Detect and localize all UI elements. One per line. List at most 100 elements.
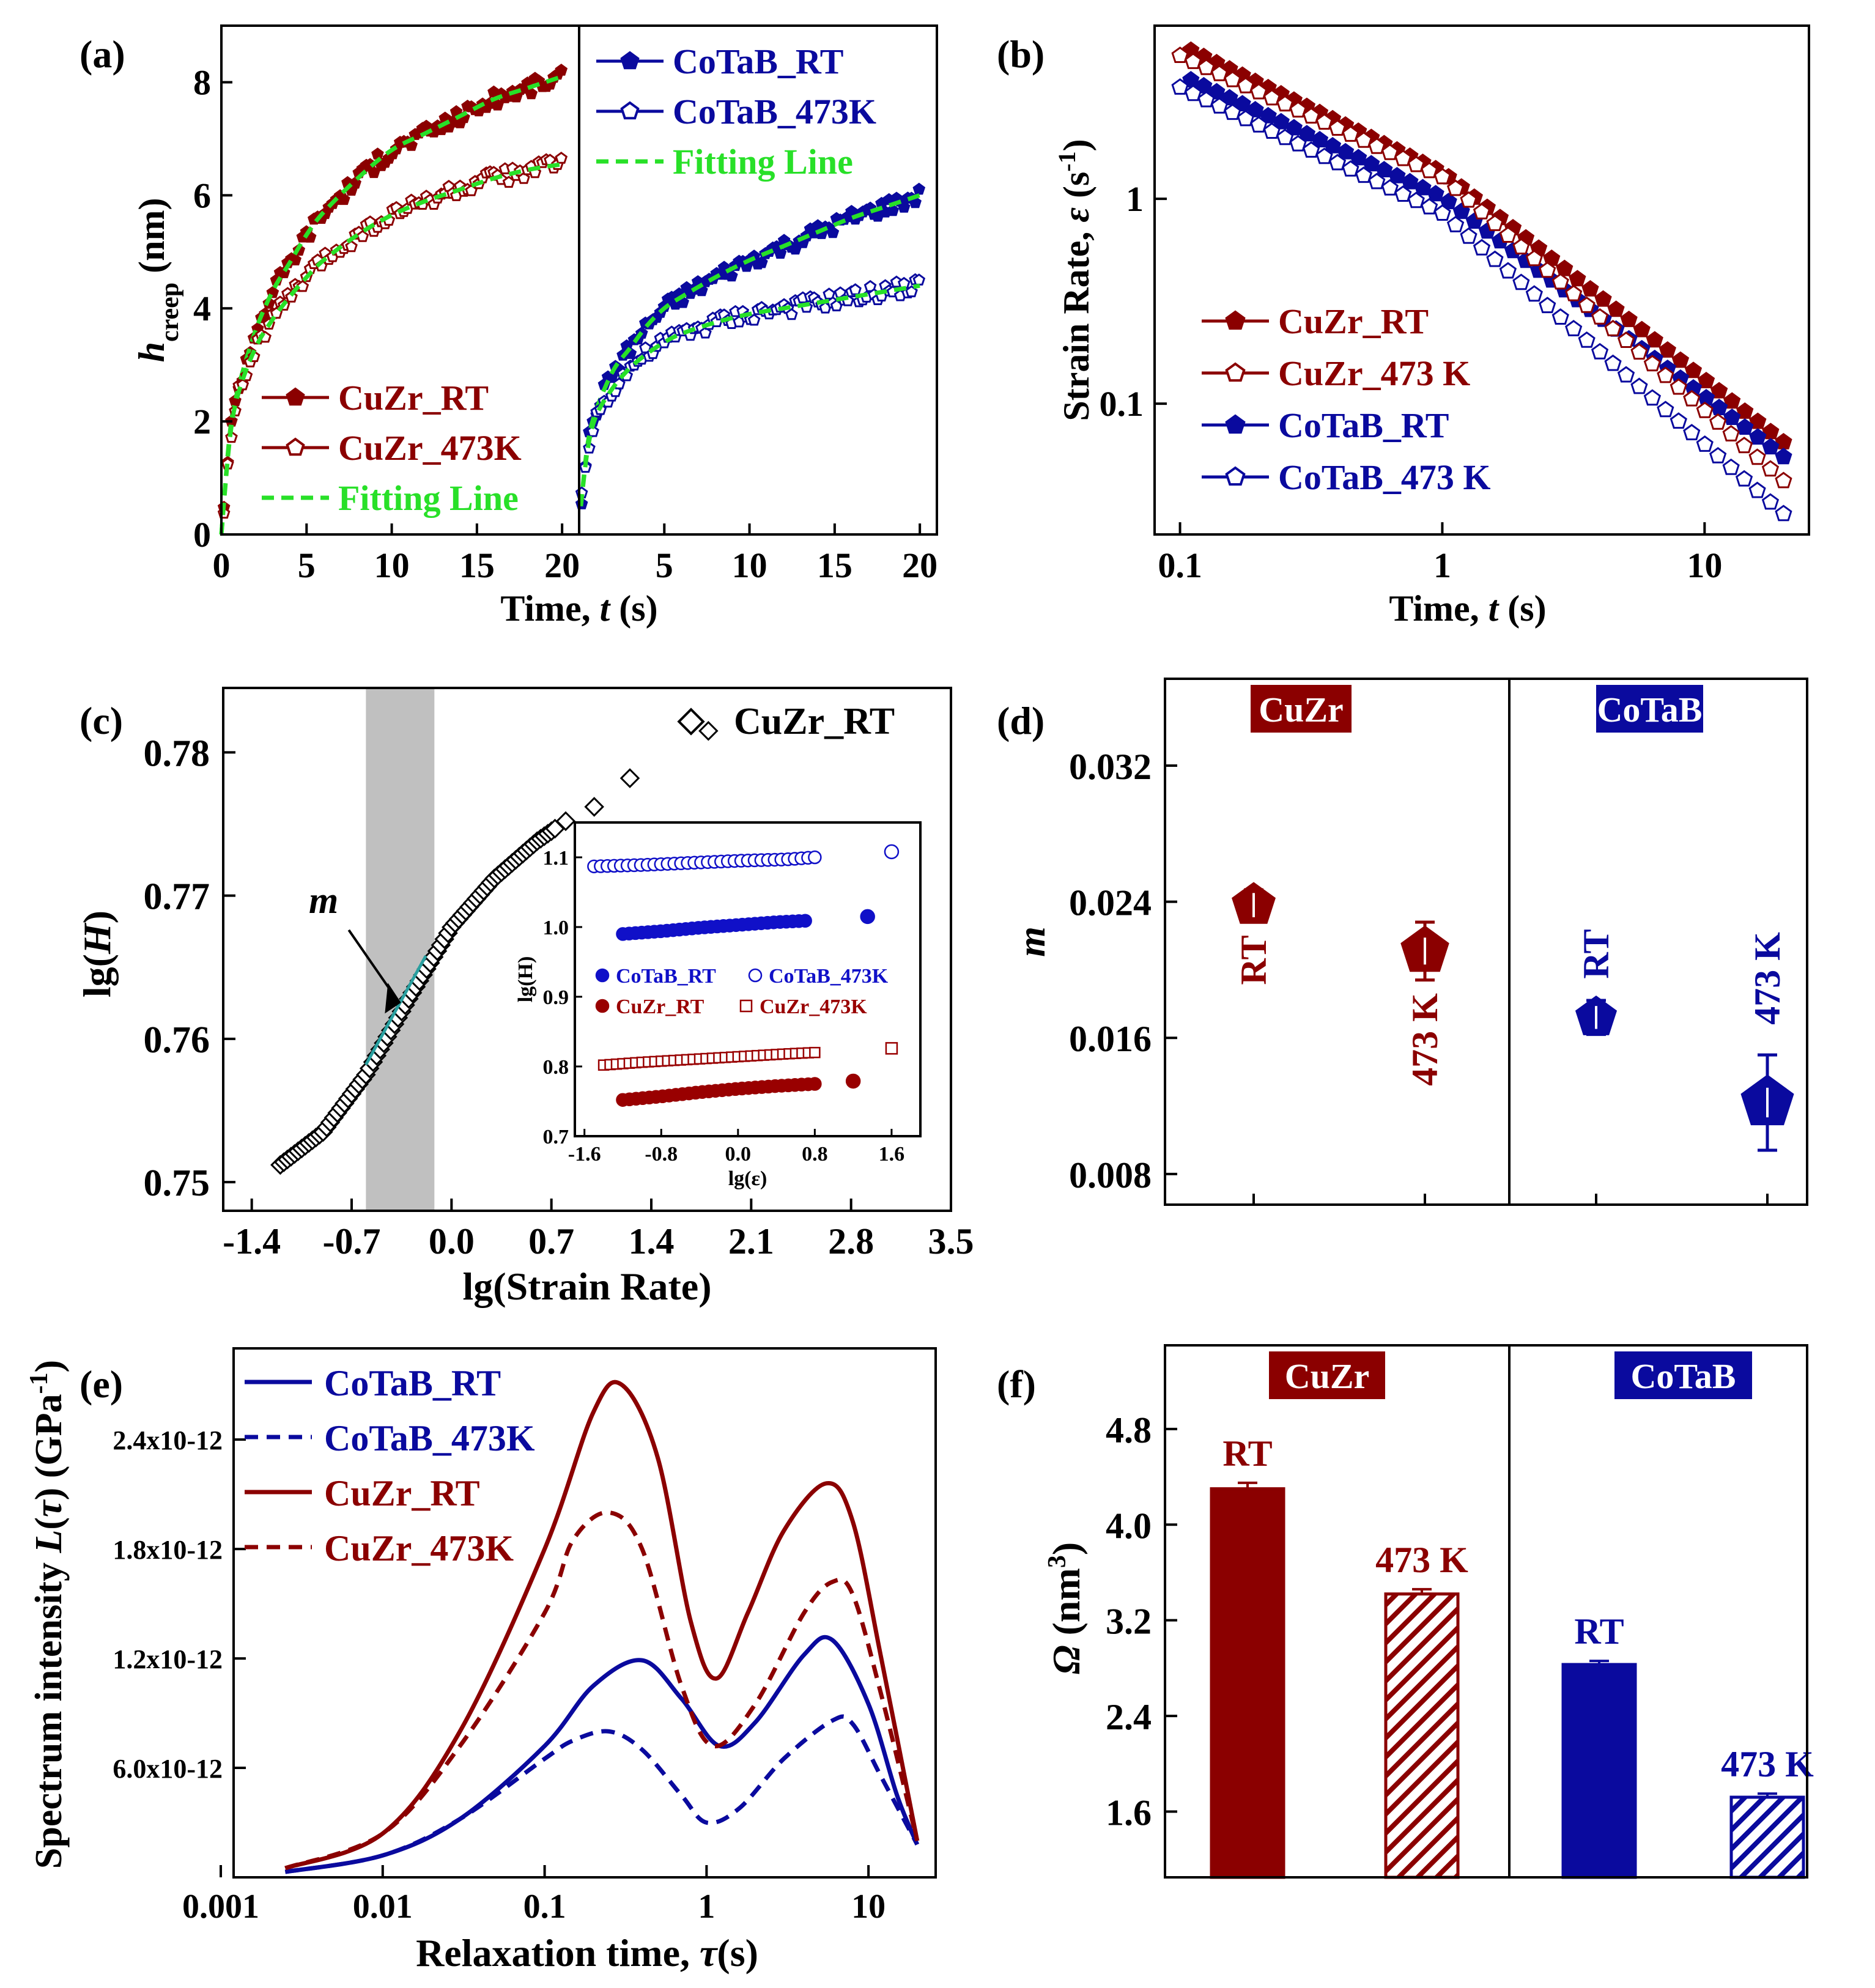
bar-label: 473 K <box>1721 1744 1814 1784</box>
panel-c-plot: m <box>270 688 719 1211</box>
inset-y-tick-label: 1.0 <box>543 917 569 939</box>
cotab-473k-marker <box>823 287 835 300</box>
panel-c-x-label: lg(Strain Rate) <box>462 1265 711 1308</box>
series-marker <box>1311 131 1329 147</box>
panel-e-y-label: Spectrum intensity L(τ) (GPa-1) <box>25 1360 70 1869</box>
series-marker <box>1195 76 1213 94</box>
data-marker <box>555 811 576 832</box>
panel-c-legend: CuZr_RT <box>677 701 895 742</box>
y-tick-label: 2.4 <box>1106 1697 1152 1737</box>
series-marker <box>1440 193 1457 210</box>
series-marker <box>1723 392 1741 409</box>
series-marker <box>1657 366 1674 383</box>
series-marker <box>1578 296 1596 313</box>
inset-legend-label: CuZr_RT <box>616 996 705 1018</box>
x-tick-label: 20 <box>544 545 580 585</box>
x-tick-label: 0.001 <box>182 1888 259 1926</box>
bar-label: RT <box>1574 1611 1624 1652</box>
panel-c-label: (c) <box>80 699 123 742</box>
series-marker <box>1551 308 1569 325</box>
panel-e-label: (e) <box>80 1362 123 1406</box>
legend-label: Fitting Line <box>338 478 519 518</box>
series-marker <box>1683 390 1701 407</box>
panel-c-frame <box>222 687 952 1212</box>
series-marker <box>1446 215 1465 232</box>
series-marker <box>1285 119 1303 136</box>
inset-marker <box>885 1042 898 1055</box>
y-tick-label: 4 <box>193 289 211 328</box>
panel-f: CuZr CoTaB RT 473 K RT 473 K (f) 1.6 2.4 3.2 4.0… <box>997 1344 1814 1879</box>
series-marker <box>1620 311 1638 327</box>
series-marker <box>1433 204 1451 221</box>
panel-b-legend: CuZr_RT CuZr_473 K CoTaB_RT CoTaB_473 K <box>1202 301 1491 497</box>
group-tag-label: CuZr <box>1259 690 1344 730</box>
legend-label: CoTaB_473K <box>324 1418 535 1458</box>
series-marker <box>1617 366 1635 383</box>
group-tag-bg <box>1269 1351 1385 1399</box>
series-marker <box>1342 125 1359 142</box>
y-tick-label: 6 <box>193 176 211 215</box>
inset-x-tick-label: -0.8 <box>645 1143 678 1166</box>
series-marker <box>1355 166 1373 183</box>
legend-marker <box>1225 466 1246 486</box>
slope-line <box>364 955 427 1066</box>
series-marker <box>1197 58 1215 75</box>
panel-e-plot <box>284 1380 920 1874</box>
legend-label: CuZr_473K <box>338 428 522 468</box>
series-marker <box>1263 122 1281 139</box>
series-marker <box>1259 106 1277 124</box>
series-marker <box>1246 101 1264 117</box>
series-marker <box>1736 402 1754 419</box>
y-tick-label: 4.8 <box>1106 1410 1152 1450</box>
series-marker <box>1684 361 1703 379</box>
series-marker <box>1237 109 1254 127</box>
series-marker <box>1551 273 1569 290</box>
cuzr-rt-marker <box>337 193 350 205</box>
panel-d-frame <box>1164 678 1808 1206</box>
y-tick-label: 1.2x10-12 <box>113 1644 223 1674</box>
panel-c-y-ticks: 0.75 0.76 0.77 0.78 <box>144 733 235 1204</box>
cotab-473k-marker <box>586 424 599 437</box>
series-marker <box>1486 214 1504 231</box>
series-marker <box>1446 179 1465 196</box>
legend-label: CuZr_473 K <box>1278 353 1470 393</box>
series-marker <box>1556 259 1574 276</box>
series-marker <box>1565 284 1583 301</box>
series-marker <box>1735 470 1753 487</box>
series-marker <box>1617 331 1635 348</box>
series-marker <box>1697 372 1715 388</box>
x-tick-label: 15 <box>459 545 495 585</box>
inset-marker <box>808 1077 822 1091</box>
x-tick-label: -1.4 <box>223 1221 281 1262</box>
x-tick-label: 2.8 <box>828 1221 874 1262</box>
series-marker <box>1657 401 1674 418</box>
series-marker <box>1775 504 1792 522</box>
panel-c: m (c) 0.75 0.76 0.77 0.78 -1.4 -0.7 0.0 0.7 1.4… <box>75 687 974 1308</box>
series-marker <box>1670 378 1687 395</box>
legend-label: CuZr_RT <box>734 701 895 742</box>
panel-f-plot: CuZr CoTaB RT 473 K RT 473 K <box>1210 1351 1814 1879</box>
group-tag-label: CoTaB <box>1597 690 1703 730</box>
inset-marker <box>808 850 822 865</box>
series-line <box>284 1380 920 1871</box>
series-marker <box>1210 97 1229 114</box>
cuzr-473k-marker <box>517 172 530 184</box>
panel-d-plot: CuZr CoTaB RT 473 K RT 473 K <box>1232 685 1794 1205</box>
panel-b-frame <box>1153 24 1810 536</box>
series-marker <box>1736 418 1754 435</box>
cuzr-rt-marker <box>371 147 384 160</box>
panel-a-legend-right: CoTaB_RT CoTaB_473K Fitting Line <box>596 42 876 182</box>
series-marker <box>1630 377 1648 394</box>
series-marker <box>1263 89 1281 106</box>
legend-label: CoTaB_473K <box>673 92 876 131</box>
cotab-473k-marker <box>905 285 918 298</box>
x-tick-label: 0.0 <box>429 1221 475 1262</box>
cotab-473k-fit-line <box>579 283 920 507</box>
series-marker <box>1337 142 1355 160</box>
series-marker <box>1421 161 1438 179</box>
series-marker <box>1250 83 1268 100</box>
series-marker <box>1633 320 1651 338</box>
y-tick-label: 0.024 <box>1069 883 1152 923</box>
series-marker <box>1221 89 1238 106</box>
series-marker <box>1433 168 1451 185</box>
